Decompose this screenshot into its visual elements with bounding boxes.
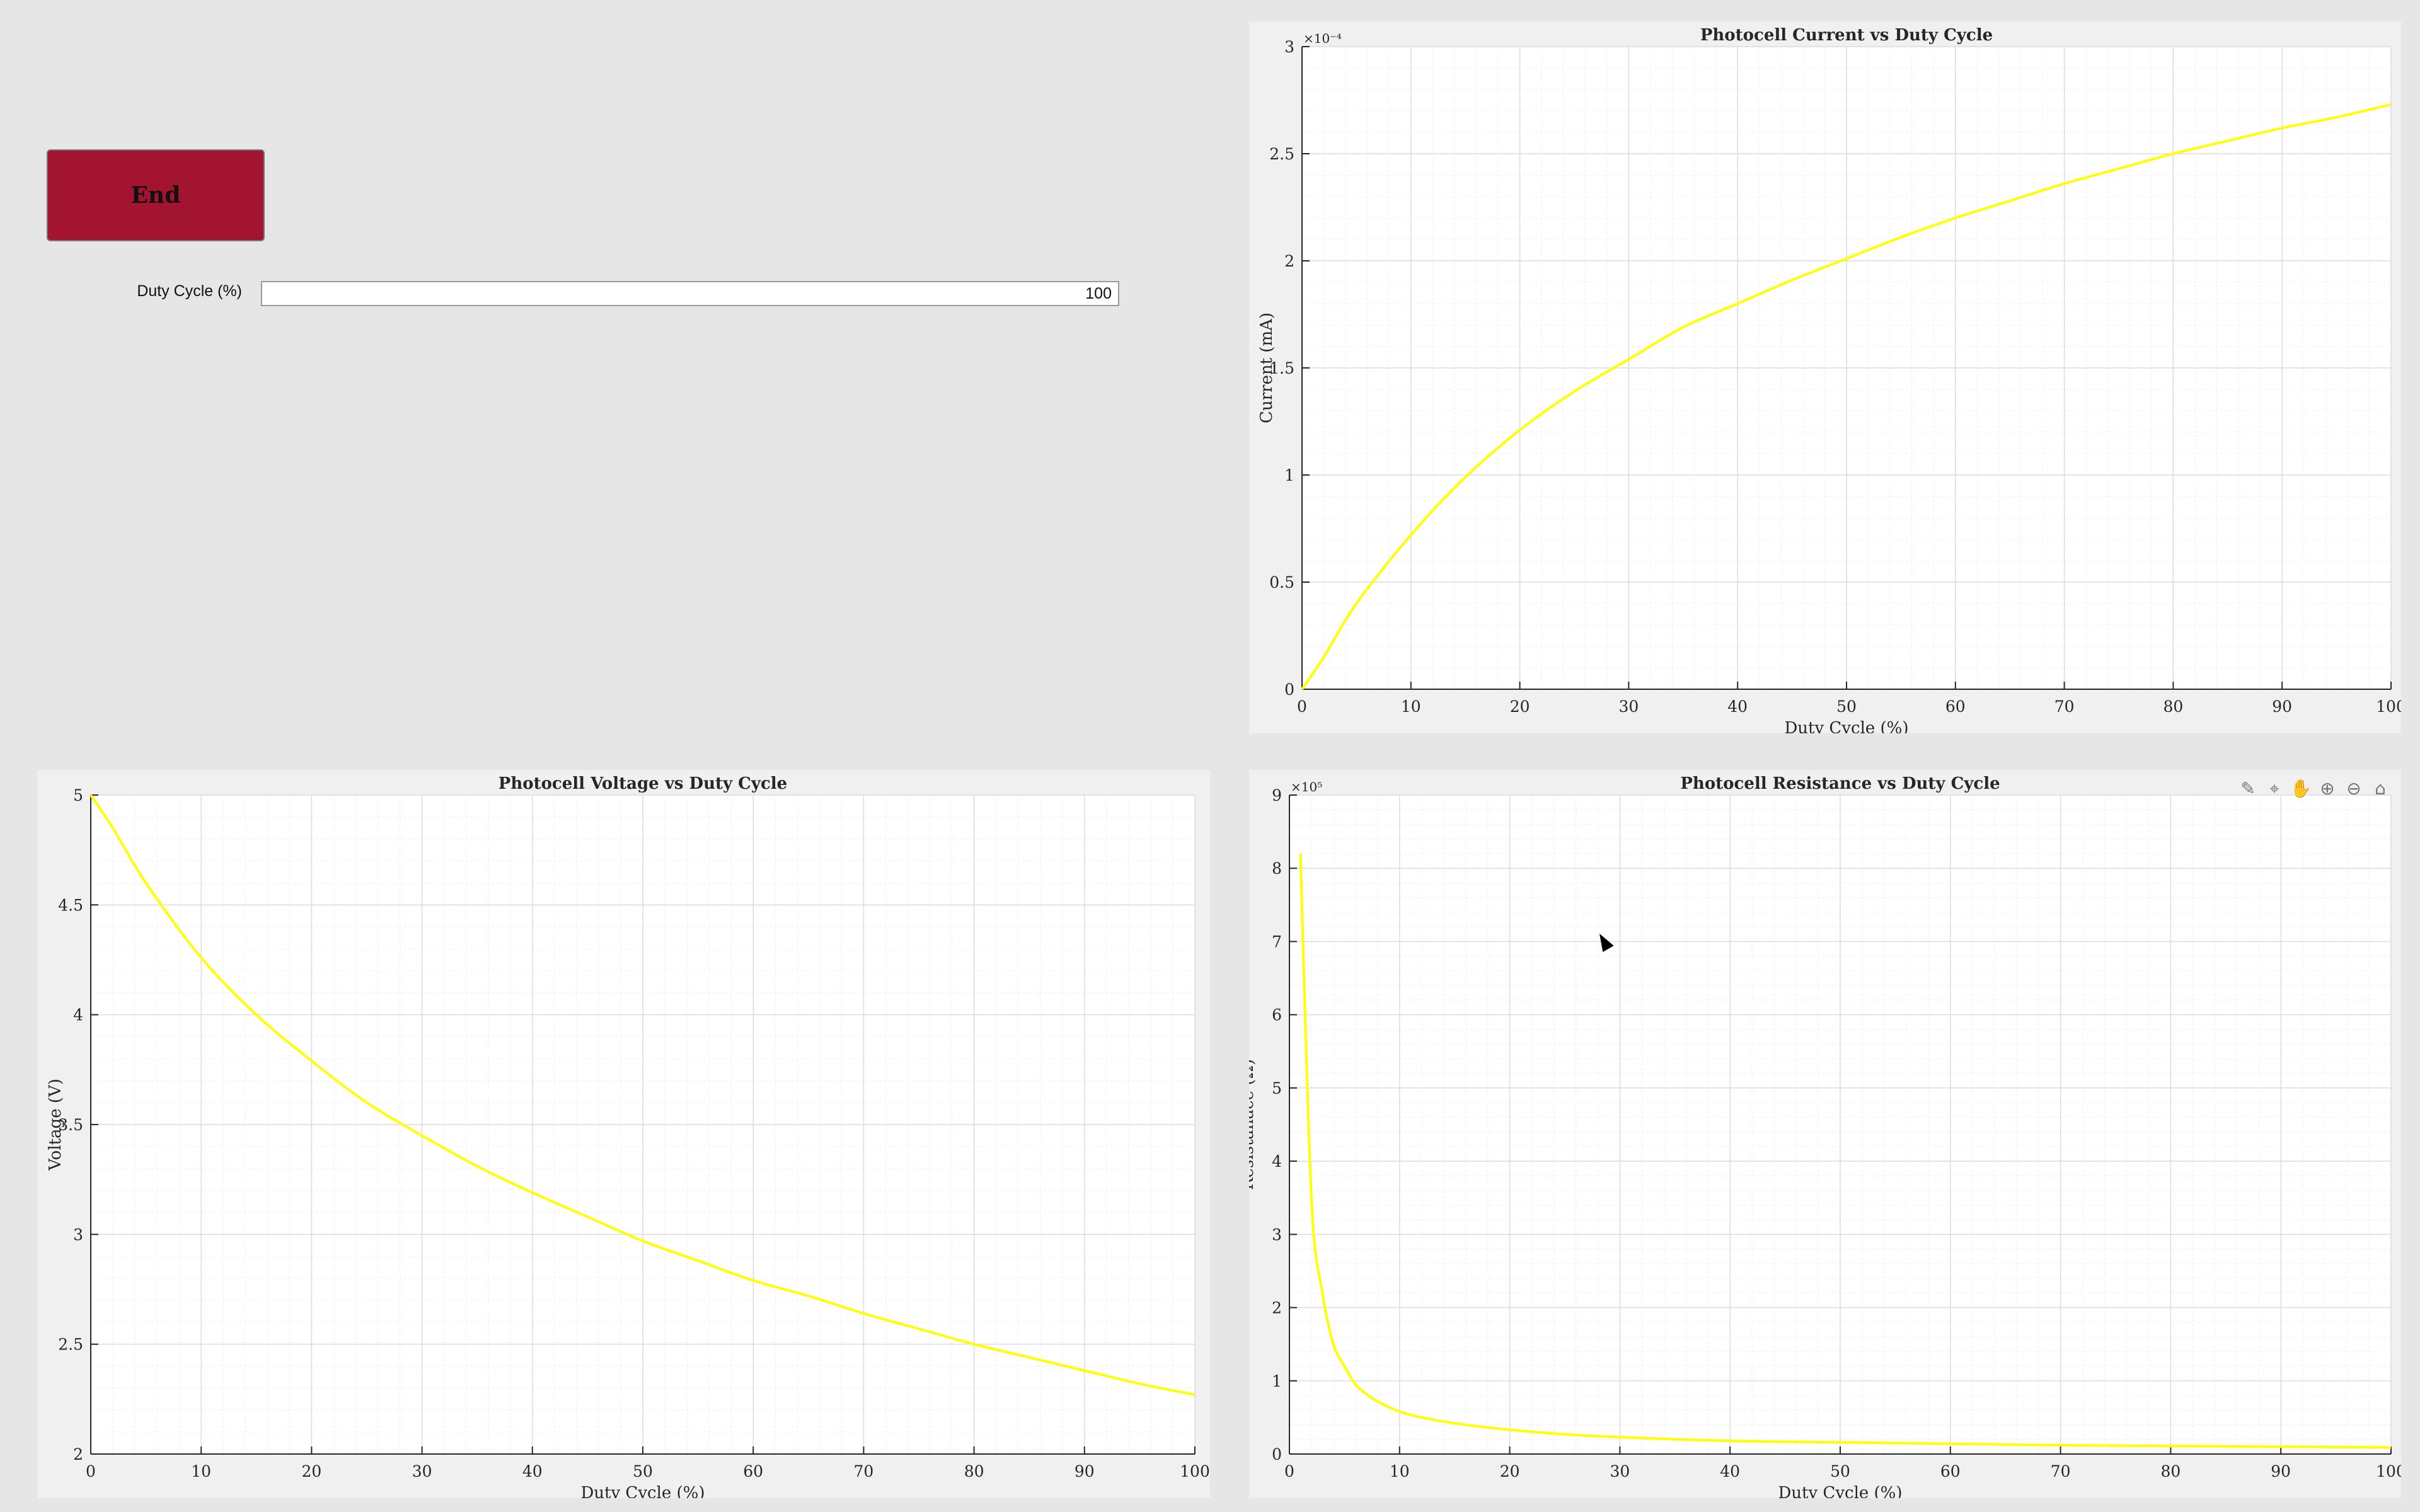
y-tick-label: 2 [73, 1445, 83, 1463]
x-tick-label: 40 [1720, 1462, 1740, 1480]
x-axis-label: Duty Cycle (%) [1778, 1484, 1902, 1498]
y-tick-label: 0 [1284, 680, 1294, 699]
y-exponent-label: ×10⁵ [1291, 779, 1322, 794]
y-tick-label: 0.5 [1269, 573, 1294, 592]
duty-cycle-field[interactable]: 100 [261, 281, 1119, 306]
brush-icon[interactable]: ✎ [2240, 778, 2256, 799]
axes-toolbar: ✎ ⌖ ✋ ⊕ ⊖ ⌂ [2238, 770, 2390, 808]
series-line [1301, 103, 2392, 690]
y-axis-label: Resistanace (Ω) [1249, 1059, 1257, 1190]
current-chart-panel: 0 10 20 30 40 50 60 70 80 90 100 0 0.5 1 1.5 2 2.5 3 ×10⁻⁴… [1249, 21, 2401, 733]
data-tips-icon[interactable]: ⌖ [2269, 778, 2279, 799]
x-tick-label: 70 [853, 1462, 873, 1480]
y-tick-label: 4 [1272, 1152, 1282, 1171]
x-tick-label: 0 [1284, 1462, 1294, 1480]
y-tick-label: 1 [1284, 466, 1294, 484]
zoom-out-icon[interactable]: ⊖ [2346, 778, 2361, 799]
x-tick-label: 20 [1510, 697, 1530, 716]
x-tick-label: 60 [1945, 697, 1966, 716]
x-tick-label: 40 [522, 1462, 543, 1480]
y-tick-label: 2.5 [1269, 145, 1294, 163]
y-tick-label: 9 [1272, 786, 1282, 805]
y-tick-label: 4.5 [58, 896, 83, 914]
chart-title: Photocell Current vs Duty Cycle [1700, 26, 1993, 45]
y-tick-label: 2.5 [58, 1336, 83, 1354]
y-tick-label: 2 [1284, 252, 1294, 270]
x-tick-label: 50 [1830, 1462, 1850, 1480]
x-tick-label: 50 [1836, 697, 1857, 716]
y-exponent-label: ×10⁻⁴ [1303, 31, 1342, 46]
x-tick-label: 10 [1401, 697, 1421, 716]
x-tick-label: 0 [86, 1462, 96, 1480]
y-tick-label: 5 [73, 786, 83, 805]
x-tick-label: 90 [2271, 1462, 2291, 1480]
x-tick-label: 10 [191, 1462, 211, 1480]
x-tick-label: 100 [1180, 1462, 1210, 1480]
resistance-chart-panel: 0 10 20 30 40 50 60 70 80 90 100 0 1 2 3 4 5 6 7 8 9 ×10⁵ Phot… [1249, 770, 2401, 1498]
y-tick-label: 8 [1272, 859, 1282, 878]
x-tick-label: 90 [1075, 1462, 1095, 1480]
y-tick-label: 1 [1272, 1372, 1282, 1390]
x-tick-label: 60 [1940, 1462, 1961, 1480]
current-chart[interactable]: 0 10 20 30 40 50 60 70 80 90 100 0 0.5 1 1.5 2 2.5 3 ×10⁻⁴… [1249, 21, 2401, 733]
x-tick-label: 80 [964, 1462, 984, 1480]
x-axis-label: Duty Cycle (%) [1784, 719, 1908, 733]
x-tick-label: 80 [2160, 1462, 2181, 1480]
chart-title: Photocell Voltage vs Duty Cycle [498, 774, 787, 793]
voltage-chart-panel: 0 10 20 30 40 50 60 70 80 90 100 2 2.5 3 3.5 4 4.5 5 Photo… [38, 770, 1210, 1498]
x-tick-label: 30 [1610, 1462, 1630, 1480]
y-tick-label: 3 [1272, 1225, 1282, 1244]
voltage-chart[interactable]: 0 10 20 30 40 50 60 70 80 90 100 2 2.5 3 3.5 4 4.5 5 Photo… [38, 770, 1210, 1498]
x-tick-label: 40 [1727, 697, 1748, 716]
y-tick-label: 2 [1272, 1299, 1282, 1317]
x-tick-label: 60 [743, 1462, 763, 1480]
home-icon[interactable]: ⌂ [2375, 778, 2386, 799]
end-button[interactable]: End [47, 149, 265, 241]
x-tick-label: 70 [2051, 1462, 2071, 1480]
y-tick-label: 6 [1272, 1006, 1282, 1024]
y-tick-label: 3 [73, 1225, 83, 1244]
resistance-chart[interactable]: 0 10 20 30 40 50 60 70 80 90 100 0 1 2 3 4 5 6 7 8 9 ×10⁵ Phot… [1249, 770, 2401, 1498]
series-line [1299, 853, 2392, 1449]
x-tick-label: 80 [2163, 697, 2183, 716]
x-tick-label: 0 [1297, 697, 1307, 716]
y-tick-label: 1.5 [1269, 359, 1294, 377]
y-tick-label: 3 [1284, 38, 1294, 56]
x-tick-label: 20 [1500, 1462, 1520, 1480]
x-tick-label: 50 [633, 1462, 653, 1480]
x-tick-label: 70 [2054, 697, 2075, 716]
y-tick-label: 0 [1272, 1445, 1282, 1463]
pan-icon[interactable]: ✋ [2290, 778, 2312, 799]
y-tick-label: 4 [73, 1006, 83, 1024]
zoom-in-icon[interactable]: ⊕ [2320, 778, 2335, 799]
y-axis-label: Current (mA) [1257, 312, 1276, 423]
x-axis-label: Duty Cycle (%) [580, 1484, 705, 1498]
chart-title: Photocell Resistance vs Duty Cycle [1680, 774, 2000, 793]
x-tick-label: 10 [1390, 1462, 1410, 1480]
series-line [89, 794, 1196, 1396]
y-tick-label: 3.5 [58, 1116, 83, 1134]
x-tick-label: 90 [2272, 697, 2292, 716]
duty-cycle-label: Duty Cycle (%) [137, 282, 242, 300]
x-tick-label: 20 [301, 1462, 321, 1480]
y-tick-label: 5 [1272, 1079, 1282, 1097]
x-tick-label: 30 [1618, 697, 1639, 716]
x-tick-label: 100 [2376, 697, 2401, 716]
x-tick-label: 30 [412, 1462, 432, 1480]
y-axis-label: Voltage (V) [46, 1079, 65, 1171]
y-tick-label: 7 [1272, 932, 1282, 951]
x-tick-label: 100 [2376, 1462, 2401, 1480]
